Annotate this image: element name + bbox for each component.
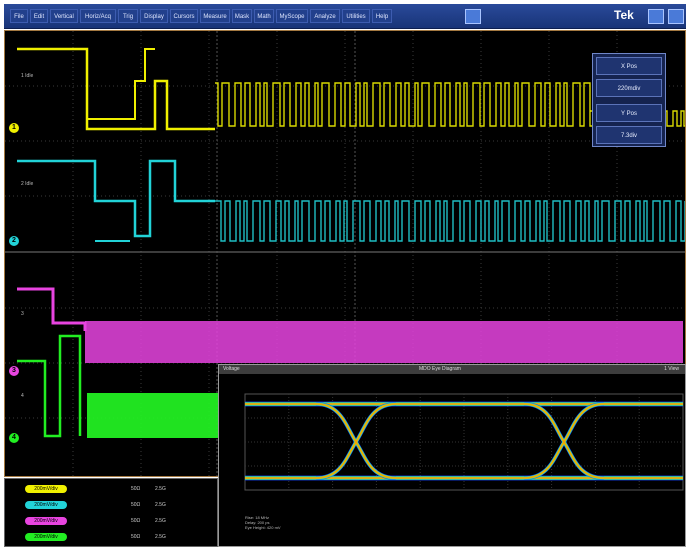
- menu-bar: File Edit Vertical Horiz/Acq Trig Display Curs…: [4, 4, 686, 29]
- waveforms: [17, 47, 685, 438]
- menu-item-utilities[interactable]: Utilities: [342, 9, 370, 23]
- readout-bandwidth: 2.5G: [155, 518, 166, 524]
- v-pos-label[interactable]: Y Pos: [596, 104, 662, 122]
- ch4-label: 4: [21, 393, 24, 399]
- readout-scale: 200mV/div: [25, 533, 67, 541]
- h-pos-label[interactable]: X Pos: [596, 57, 662, 75]
- eye-info: Rise: 18 MHz Delay: 200 ps Eye Height: 4…: [245, 515, 281, 530]
- menu-item-math[interactable]: Math: [254, 9, 274, 23]
- menu-item-vertical[interactable]: Vertical: [50, 9, 78, 23]
- brand-logo: Tek: [614, 8, 634, 22]
- ch2-label: 2 Idle: [21, 181, 34, 187]
- eye-left-title: Voltage: [223, 366, 240, 372]
- eye-right-title: 1 View: [664, 366, 679, 372]
- readout-impedance: 50Ω: [131, 502, 141, 508]
- channel-readouts: 200mV/div 50Ω 2.5G 200mV/div 50Ω 2.5G 200mV/di…: [4, 478, 218, 547]
- menu-item-edit[interactable]: Edit: [30, 9, 48, 23]
- readout-bandwidth: 2.5G: [155, 534, 166, 540]
- eye-info-line: Rise: 18 MHz: [245, 515, 270, 520]
- menu-item-horizacq[interactable]: Horiz/Acq: [80, 9, 116, 23]
- menu-item-file[interactable]: File: [10, 9, 28, 23]
- readout-impedance: 50Ω: [131, 518, 141, 524]
- readout-bandwidth: 2.5G: [155, 486, 166, 492]
- menu-item-display[interactable]: Display: [140, 9, 168, 23]
- menu-item-analyze[interactable]: Analyze: [310, 9, 340, 23]
- menu-item-measure[interactable]: Measure: [200, 9, 230, 23]
- readout-impedance: 50Ω: [131, 486, 141, 492]
- menu-item-help[interactable]: Help: [372, 9, 392, 23]
- menu-item-mask[interactable]: Mask: [232, 9, 252, 23]
- v-pos-value[interactable]: 7.3div: [596, 126, 662, 144]
- readout-row[interactable]: 200mV/div 50Ω 2.5G: [13, 499, 213, 511]
- ch1-ground-marker[interactable]: 1: [9, 123, 19, 133]
- readout-scale: 200mV/div: [25, 485, 67, 493]
- eye-plot: [244, 393, 684, 491]
- eye-title-bar: Voltage MDO Eye Diagram 1 View: [219, 365, 685, 374]
- readout-row[interactable]: 200mV/div 50Ω 2.5G: [13, 531, 213, 543]
- menu-item-cursors[interactable]: Cursors: [170, 9, 198, 23]
- readout-scale: 200mV/div: [25, 517, 67, 525]
- ch4-ground-marker[interactable]: 4: [9, 433, 19, 443]
- readout-row[interactable]: 200mV/div 50Ω 2.5G: [13, 483, 213, 495]
- eye-title: MDO Eye Diagram: [419, 366, 461, 372]
- ch3-label: 3: [21, 311, 24, 317]
- menu-item-trig[interactable]: Trig: [118, 9, 138, 23]
- h-pos-value[interactable]: 220mdiv: [596, 79, 662, 97]
- readout-row[interactable]: 200mV/div 50Ω 2.5G: [13, 515, 213, 527]
- ch2-ground-marker[interactable]: 2: [9, 236, 19, 246]
- ch1-label: 1 Idle: [21, 73, 34, 79]
- minimize-icon[interactable]: [648, 9, 664, 24]
- readout-bandwidth: 2.5G: [155, 502, 166, 508]
- eye-diagram-window[interactable]: Voltage MDO Eye Diagram 1 View Rise: 18 …: [218, 364, 686, 547]
- eye-info-line: Eye Height: 420 mV: [245, 525, 281, 530]
- ch3-ground-marker[interactable]: 3: [9, 366, 19, 376]
- restore-icon[interactable]: [668, 9, 684, 24]
- menu-item-myscope[interactable]: MyScope: [276, 9, 308, 23]
- readout-impedance: 50Ω: [131, 534, 141, 540]
- position-panel: X Pos 220mdiv Y Pos 7.3div: [592, 53, 666, 147]
- readout-scale: 200mV/div: [25, 501, 67, 509]
- touch-icon[interactable]: [465, 9, 481, 24]
- eye-info-line: Delay: 200 ps: [245, 520, 270, 525]
